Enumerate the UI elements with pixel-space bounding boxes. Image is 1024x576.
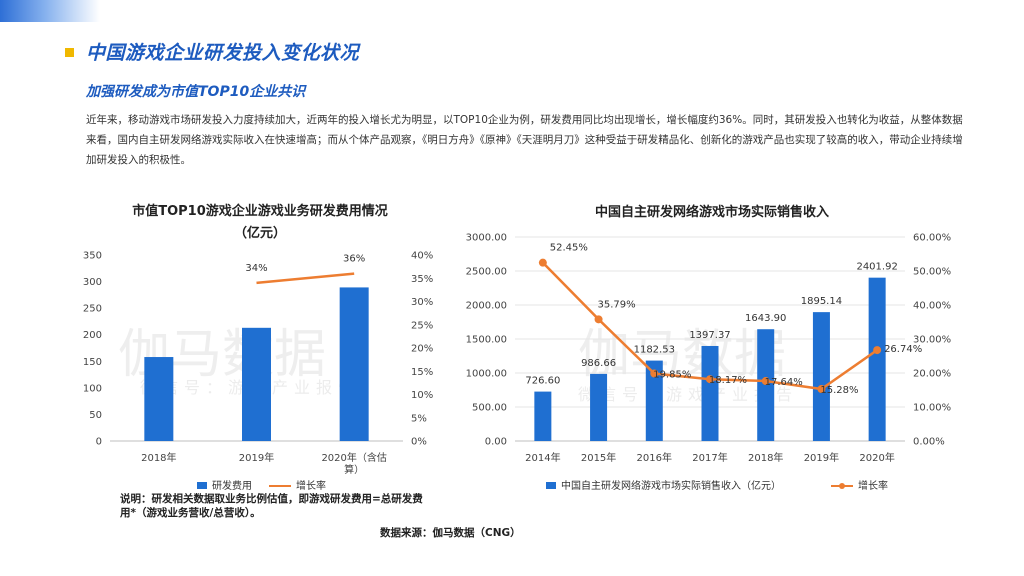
chart2-legend-line-marker <box>839 483 845 489</box>
chart1-growth-label: 34% <box>245 263 267 274</box>
chart1-x-tick: 2018年 <box>141 451 176 464</box>
chart2-growth-point <box>761 377 770 386</box>
page-title: 中国游戏企业研发投入变化状况 <box>86 42 360 64</box>
corner-decoration <box>0 0 100 22</box>
chart1-title-line1: 市值TOP10游戏企业游戏业务研发费用情况 <box>132 204 388 219</box>
chart1-y-left-tick: 100 <box>83 383 102 394</box>
chart1-legend-line-label: 增长率 <box>296 479 326 492</box>
chart1-x-tick: 算） <box>344 463 364 476</box>
chart1-y-left-tick: 0 <box>96 437 102 448</box>
chart2-y-right-tick: 50.00% <box>913 267 951 278</box>
chart2-legend-bar-label: 中国自主研发网络游戏市场实际销售收入（亿元） <box>561 479 781 492</box>
chart2-y-right-tick: 20.00% <box>913 369 951 380</box>
chart1-y-right-tick: 25% <box>411 320 433 331</box>
chart2-x-tick: 2014年 <box>525 451 560 464</box>
chart1-y-right-tick: 5% <box>411 413 427 424</box>
chart2-bar <box>645 360 663 441</box>
watermark-subtext-2: 微信号：游戏产业报告 <box>578 385 798 404</box>
chart2-bar <box>590 373 608 441</box>
chart1-y-right-tick: 0% <box>411 437 427 448</box>
chart2-y-left-tick: 2000.00 <box>466 301 507 312</box>
chart1-y-right-tick: 30% <box>411 297 433 308</box>
chart2-bar <box>701 345 719 441</box>
chart1-y-left-tick: 250 <box>83 304 102 315</box>
chart2-bar-label: 1643.90 <box>745 313 786 324</box>
chart2-y-left-tick: 0.00 <box>485 437 507 448</box>
chart2-y-left-tick: 1500.00 <box>466 335 507 346</box>
chart1-y-left-tick: 150 <box>83 357 102 368</box>
chart1-y-right-tick: 15% <box>411 367 433 378</box>
chart1-bar <box>339 287 369 441</box>
title-marker <box>65 48 74 57</box>
chart2-growth-point <box>873 346 882 355</box>
chart2-growth-point <box>650 369 659 378</box>
chart2-legend-bar-swatch <box>546 482 556 489</box>
chart2-growth-label: 18.17% <box>709 375 747 386</box>
chart2-x-tick: 2020年 <box>859 451 894 464</box>
chart1-y-left-tick: 350 <box>83 251 102 262</box>
chart1-y-right-tick: 20% <box>411 344 433 355</box>
chart1-growth-line <box>256 272 355 285</box>
chart1-y-right-tick: 35% <box>411 274 433 285</box>
data-source: 数据来源：伽马数据（CNG） <box>380 527 521 539</box>
chart2-growth-label: 15.28% <box>820 385 858 396</box>
chart1-bar <box>242 327 271 441</box>
chart1-growth-label: 36% <box>343 254 365 265</box>
chart1-bar <box>144 357 174 441</box>
chart2-bar <box>868 277 886 441</box>
chart1-y-right-tick: 40% <box>411 251 433 262</box>
chart2-growth-label: 35.79% <box>598 299 636 310</box>
chart1-legend-bar-label: 研发费用 <box>212 479 252 492</box>
chart2-legend-line-label: 增长率 <box>858 479 888 492</box>
chart2-growth-label: 19.85% <box>653 370 691 381</box>
chart1-title: 市值TOP10游戏企业游戏业务研发费用情况 （亿元） <box>110 200 410 241</box>
chart2-bar-label: 1895.14 <box>801 296 842 307</box>
chart2-x-tick: 2019年 <box>804 451 839 464</box>
chart2-y-left-tick: 3000.00 <box>466 233 507 244</box>
chart1-x-tick: 2020年（含估 <box>321 451 386 464</box>
chart1-title-line2: （亿元） <box>233 226 286 241</box>
chart1-y-left-tick: 200 <box>83 330 102 341</box>
chart2-title: 中国自主研发网络游戏市场实际销售收入 <box>594 205 829 220</box>
chart2-growth-label: 52.45% <box>550 243 588 254</box>
chart1-y-right-tick: 10% <box>411 390 433 401</box>
chart2-bar-label: 2401.92 <box>856 262 897 273</box>
chart2-y-left-tick: 1000.00 <box>466 369 507 380</box>
footnote: 说明：研发相关数据取业务比例估值，即游戏研发费用=总研发费用*（游戏业务营收/总… <box>120 493 423 519</box>
chart1-y-left-tick: 300 <box>83 277 102 288</box>
chart1-legend-bar-swatch <box>197 482 207 489</box>
chart2-growth-point <box>538 258 547 267</box>
chart2-y-left-tick: 2500.00 <box>466 267 507 278</box>
chart2-y-right-tick: 0.00% <box>913 437 945 448</box>
chart2-y-left-tick: 500.00 <box>472 403 507 414</box>
chart2-growth-point <box>706 375 714 384</box>
chart2-x-tick: 2018年 <box>748 451 783 464</box>
chart2-y-right-tick: 60.00% <box>913 233 951 244</box>
chart1-x-tick: 2019年 <box>239 451 274 464</box>
chart2-bar-label: 726.60 <box>525 376 560 387</box>
chart2-y-right-tick: 40.00% <box>913 301 951 312</box>
chart2-bar <box>812 312 830 441</box>
chart2-x-tick: 2017年 <box>692 451 727 464</box>
chart2-bar-label: 1182.53 <box>634 345 675 356</box>
section-subtitle: 加强研发成为市值TOP10企业共识 <box>86 84 306 100</box>
chart2-bar <box>534 391 552 441</box>
chart2-growth-label: 26.74% <box>884 344 922 355</box>
chart2-growth-label: 17.64% <box>765 377 803 388</box>
chart2-x-tick: 2016年 <box>637 451 672 464</box>
chart2-bar-label: 986.66 <box>581 358 616 369</box>
chart2-y-right-tick: 30.00% <box>913 335 951 346</box>
watermark-text-2: 伽马数据 <box>578 325 786 385</box>
chart1-y-left-tick: 50 <box>89 410 102 421</box>
chart2-y-right-tick: 10.00% <box>913 403 951 414</box>
chart2-growth-point <box>817 385 826 394</box>
chart2-growth-point <box>594 315 603 324</box>
chart2-bar <box>757 329 775 441</box>
intro-paragraph: 近年来，移动游戏市场研发投入力度持续加大，近两年的投入增长尤为明显，以TOP10… <box>86 114 963 166</box>
chart2-x-tick: 2015年 <box>581 451 616 464</box>
chart2-bar-label: 1397.37 <box>689 330 730 341</box>
